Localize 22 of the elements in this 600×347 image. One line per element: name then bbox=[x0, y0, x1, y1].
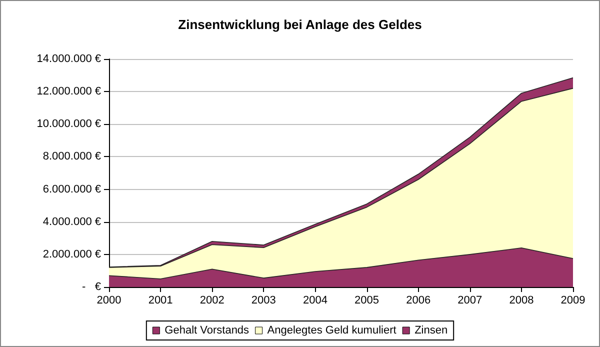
x-tick-label: 2009 bbox=[560, 294, 586, 306]
x-tick-label: 2003 bbox=[251, 294, 276, 306]
y-tick-label: 12.000.000 € bbox=[36, 86, 101, 98]
y-tick-label: - € bbox=[82, 281, 101, 293]
y-tick-label: 2.000.000 € bbox=[42, 248, 101, 260]
x-tick-label: 2001 bbox=[148, 294, 173, 306]
legend-label: Angelegtes Geld kumuliert bbox=[267, 324, 396, 336]
y-tick-label: 10.000.000 € bbox=[36, 118, 101, 130]
chart-title: Zinsentwicklung bei Anlage des Geldes bbox=[178, 17, 422, 32]
x-tick-label: 2007 bbox=[458, 294, 482, 306]
x-tick-label: 2005 bbox=[354, 294, 380, 306]
x-tick-label: 2006 bbox=[406, 294, 431, 306]
legend-label: Gehalt Vorstands bbox=[164, 324, 250, 336]
y-tick-label: 14.000.000 € bbox=[36, 53, 101, 65]
x-tick-label: 2000 bbox=[96, 294, 122, 306]
legend-label: Zinsen bbox=[414, 324, 448, 336]
x-tick-label: 2002 bbox=[200, 294, 224, 306]
y-tick-label: 4.000.000 € bbox=[42, 216, 101, 228]
y-tick-label: 8.000.000 € bbox=[42, 150, 101, 163]
y-tick-label: 6.000.000 € bbox=[42, 183, 101, 196]
x-tick-label: 2004 bbox=[302, 294, 328, 306]
x-tick-label: 2008 bbox=[509, 294, 534, 306]
